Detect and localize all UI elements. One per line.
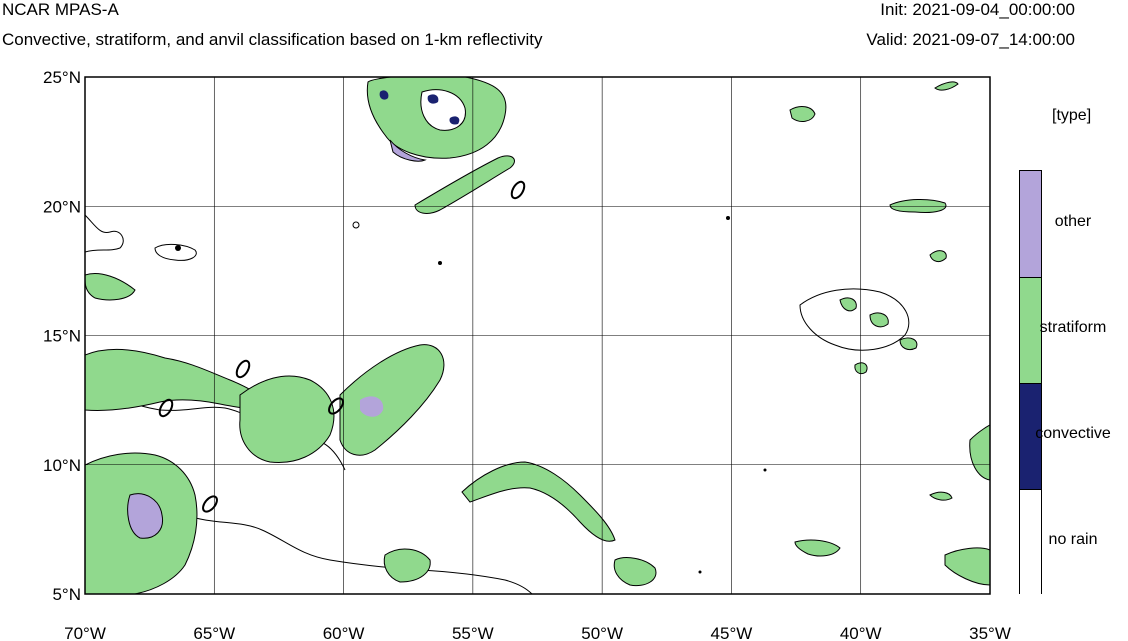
lon-tick-label: 45°W [711, 624, 753, 641]
model-title: NCAR MPAS-A [2, 0, 119, 19]
lon-tick-label: 60°W [323, 624, 365, 641]
legend-swatch-stratiform [1020, 277, 1041, 383]
legend-swatch-convective [1020, 383, 1041, 489]
legend-label-no-rain: no rain [1048, 531, 1098, 548]
lon-tick-label: 40°W [840, 624, 882, 641]
hurricane-cloud-system [366, 77, 526, 214]
valid-time: Valid: 2021-09-07_14:00:00 [866, 30, 1075, 49]
legend-label-stratiform: stratiform [1039, 319, 1107, 336]
legend-swatch-other [1020, 171, 1041, 277]
legend-label-other: other [1054, 213, 1092, 230]
lat-tick-label: 25°N [43, 68, 81, 87]
init-time: Init: 2021-09-04_00:00:00 [880, 0, 1075, 19]
lon-tick-label: 65°W [193, 624, 235, 641]
lon-tick-label: 35°W [969, 624, 1011, 641]
legend-colorbar [1019, 170, 1042, 595]
eastern-scattered-cells [352, 81, 959, 574]
lat-lon-grid [84, 76, 991, 595]
lon-tick-label: 55°W [452, 624, 494, 641]
map-frame [84, 76, 991, 595]
legend-label-convective: convective [1035, 425, 1111, 442]
lat-tick-label: 20°N [43, 197, 81, 216]
central-cloud-band [461, 424, 990, 587]
lat-tick-label: 15°N [43, 327, 81, 346]
lat-tick-label: 10°N [43, 456, 81, 475]
lon-tick-label: 70°W [64, 624, 106, 641]
legend-swatch-no-rain [1020, 489, 1041, 595]
western-cloud-masses [85, 273, 445, 594]
plot-subtitle: Convective, stratiform, and anvil classi… [2, 30, 543, 49]
latitude-labels: 25°N 20°N 15°N 10°N 5°N [43, 68, 81, 604]
legend-title: [type] [1052, 107, 1092, 124]
lon-tick-label: 50°W [581, 624, 623, 641]
longitude-labels: 70°W 65°W 60°W 55°W 50°W 45°W 40°W 35°W [64, 624, 1011, 641]
map-field [85, 77, 990, 594]
lat-tick-label: 5°N [52, 585, 81, 604]
